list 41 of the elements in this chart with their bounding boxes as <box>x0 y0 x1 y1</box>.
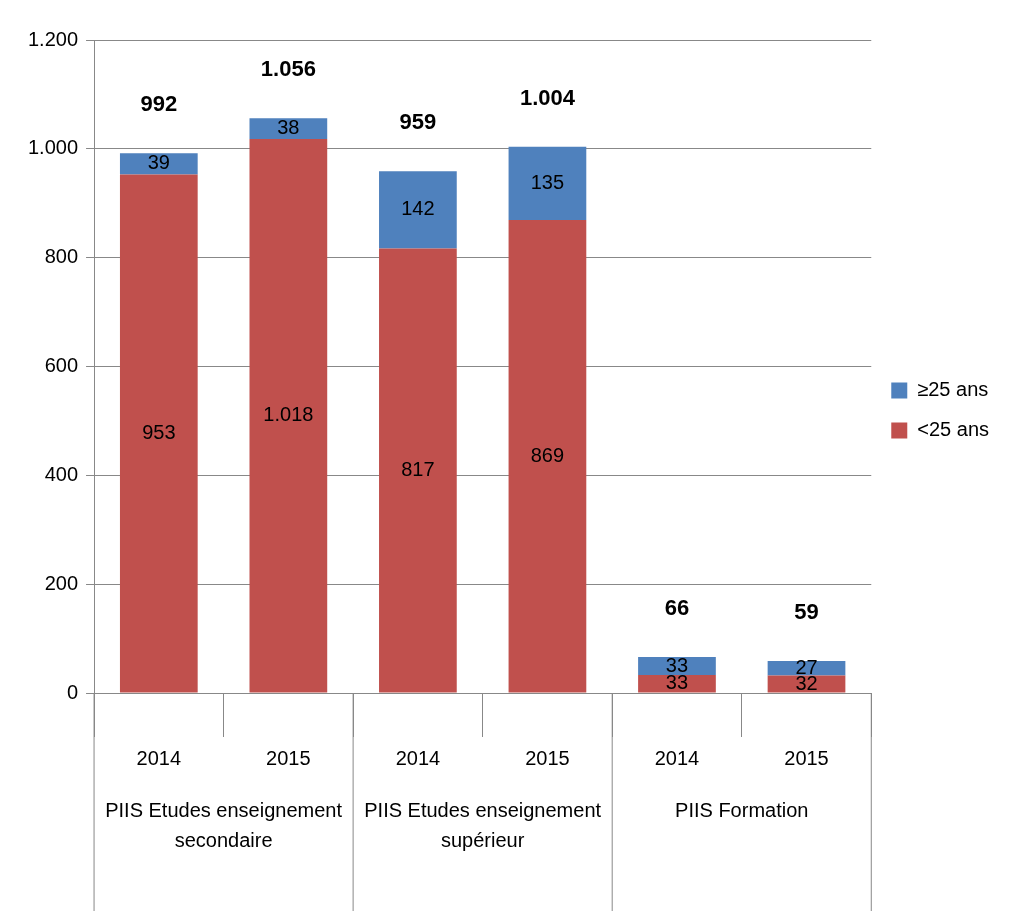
y-tick-label: 1.200 <box>27 27 79 50</box>
data-label: 142 <box>401 197 435 220</box>
x-tick-label: 2015 <box>525 746 570 769</box>
x-tick-label: 2014 <box>395 746 441 769</box>
data-label: 39 <box>147 151 170 174</box>
text: PIIS Formation <box>675 798 809 821</box>
data-label: 953 <box>142 420 176 443</box>
y-tick-label: 0 <box>66 680 79 703</box>
bar <box>508 146 587 221</box>
total-label: 1.056 <box>260 56 316 82</box>
bar <box>508 220 587 693</box>
total-label: 66 <box>664 595 690 621</box>
y-tick-label: 800 <box>44 245 79 268</box>
y-tick-label: 200 <box>44 571 79 594</box>
x-tick-label: 2014 <box>136 746 182 769</box>
data-label: 869 <box>530 443 565 466</box>
legend-label: <25 ans <box>917 418 990 441</box>
data-label: 38 <box>277 116 300 139</box>
total-label: 59 <box>794 598 819 624</box>
x-tick-label: 2015 <box>784 746 829 769</box>
y-tick-label: 1.000 <box>27 136 79 159</box>
bar <box>767 660 846 676</box>
bar <box>119 174 198 693</box>
bar <box>638 675 716 693</box>
total-label: 959 <box>399 109 437 135</box>
data-label: 817 <box>401 457 435 480</box>
text: PIIS Etudes enseignement supérieur <box>364 798 602 851</box>
data-label: 135 <box>530 170 565 193</box>
text: PIIS Etudes enseignement secondaire <box>105 798 343 851</box>
y-tick-label: 400 <box>44 462 79 485</box>
x-tick-label: 2015 <box>266 746 311 769</box>
bar <box>379 171 457 249</box>
data-label: 1.018 <box>263 403 314 426</box>
total-label: 992 <box>140 91 178 117</box>
bar <box>249 118 328 140</box>
x-tick-label: 2014 <box>654 746 700 769</box>
total-label: 1.004 <box>519 84 576 110</box>
bar <box>379 248 457 693</box>
bar <box>249 139 328 693</box>
legend-label: ≥25 ans <box>917 378 989 401</box>
y-tick-label: 600 <box>44 354 79 377</box>
